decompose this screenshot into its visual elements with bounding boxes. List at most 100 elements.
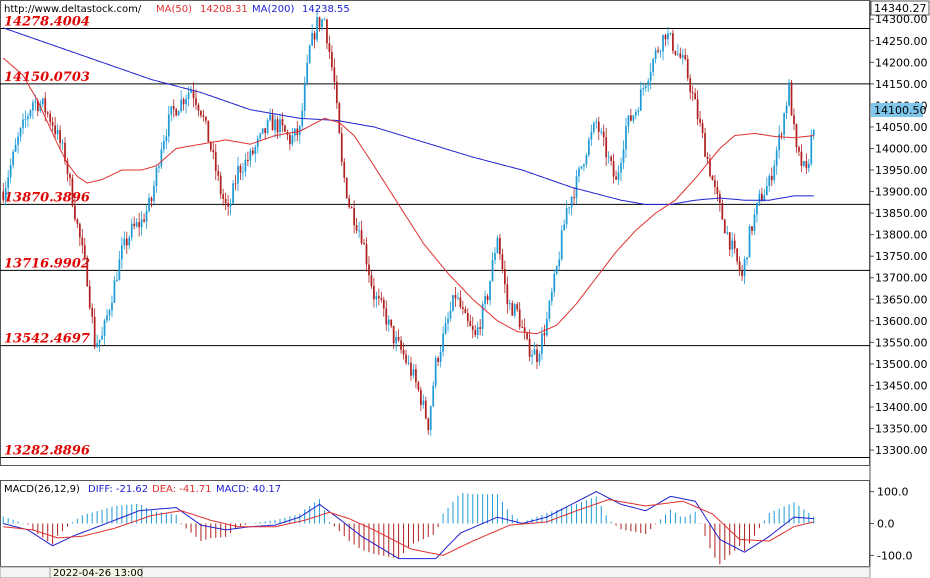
candle-body (427, 418, 430, 431)
candle-body (313, 33, 316, 40)
level-label: 13282.8896 (4, 443, 90, 458)
candle-body (548, 301, 551, 319)
candle-body (217, 171, 220, 176)
candle-body (7, 177, 10, 188)
candle-body (780, 134, 783, 136)
price-tick-label: 13300.00 (875, 444, 928, 457)
candle-body (437, 358, 440, 362)
candle-body (706, 156, 709, 160)
candle-body (526, 332, 528, 339)
candle-body (541, 333, 543, 354)
candle-body (197, 104, 200, 111)
candle-body (607, 156, 610, 158)
candle-body (51, 122, 54, 126)
candle-body (783, 113, 785, 135)
candle-body (365, 244, 368, 265)
candle-body (101, 335, 103, 340)
candle-body (595, 121, 598, 123)
candle-body (229, 203, 232, 207)
candle-body (528, 338, 531, 357)
macd-panel (2, 491, 815, 565)
candle-body (311, 33, 313, 46)
candle-body (679, 53, 682, 58)
candle-body (612, 161, 615, 177)
candle-body (461, 307, 464, 309)
last-price-marker (871, 103, 923, 117)
candle-body (222, 194, 225, 199)
candle-body (187, 92, 190, 100)
candle-body (807, 163, 810, 169)
candle-body (407, 362, 410, 364)
candle-body (227, 203, 229, 207)
candle-body (251, 150, 254, 154)
candle-body (597, 121, 600, 132)
candle-body (326, 19, 328, 44)
candle-body (481, 303, 484, 330)
price-tick-label: 13800.00 (875, 229, 928, 242)
candle-body (145, 211, 148, 222)
candle-body (9, 164, 12, 178)
candle-body (108, 310, 111, 316)
candle-body (138, 222, 141, 228)
candle-body (449, 310, 452, 319)
candle-body (22, 119, 24, 129)
candle-body (162, 141, 165, 150)
candle-body (622, 149, 625, 163)
candle-body (259, 133, 262, 139)
candle-body (140, 219, 143, 228)
candle-body (533, 349, 536, 355)
candle-body (234, 183, 237, 185)
candle-body (696, 99, 699, 119)
candle-body (469, 321, 472, 327)
candle-body (321, 19, 323, 28)
candle-body (738, 261, 741, 272)
candle-body (185, 99, 187, 105)
candle-body (202, 115, 205, 117)
candle-body (474, 330, 477, 335)
candle-body (2, 191, 5, 201)
macd-value: MACD: 40.17 (216, 484, 281, 495)
level-label: 14278.4004 (4, 15, 90, 30)
candle-body (148, 197, 150, 212)
macd-dea: DEA: -41.71 (152, 484, 211, 495)
candle-body (793, 115, 795, 125)
candle-body (370, 275, 373, 287)
candle-body (632, 115, 635, 121)
candle-body (578, 168, 580, 177)
candle-body (424, 400, 427, 419)
candle-body (775, 150, 778, 166)
price-tick-label: 13450.00 (875, 379, 928, 392)
ma200-line (3, 27, 814, 205)
candle-body (81, 237, 84, 246)
candle-body (348, 198, 351, 208)
price-tick-label: 14000.00 (875, 142, 928, 155)
candle-body (333, 67, 336, 82)
candle-body (457, 297, 459, 299)
candle-body (281, 119, 284, 126)
candle-body (412, 369, 415, 376)
candle-body (728, 232, 731, 250)
candle-body (442, 333, 444, 352)
candle-body (256, 138, 259, 147)
candle-body (546, 318, 548, 336)
date-label: 2022-04-26 13:00 (53, 568, 143, 578)
candle-body (452, 295, 454, 311)
candle-body (778, 134, 781, 151)
candle-body (504, 269, 506, 285)
candle-body (714, 180, 716, 187)
candle-body (768, 175, 771, 187)
candle-body (27, 116, 29, 120)
candle-body (78, 223, 81, 238)
candle-body (753, 214, 756, 231)
candle-body (318, 17, 321, 28)
candle-body (284, 125, 286, 132)
candle-body (634, 111, 637, 116)
candle-body (269, 114, 271, 121)
candle-body (17, 136, 19, 145)
price-tick-label: 14150.00 (875, 78, 928, 91)
candle-body (605, 137, 608, 158)
candle-body (429, 406, 432, 431)
candle-body (338, 103, 341, 134)
candle-body (387, 319, 390, 325)
